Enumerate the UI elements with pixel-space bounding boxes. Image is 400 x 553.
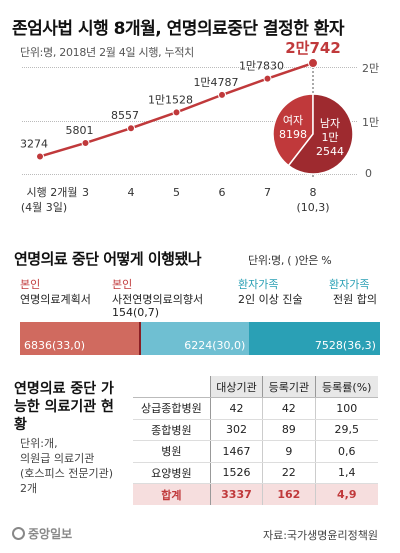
footer-logo: 중앙일보 bbox=[12, 525, 72, 542]
point-value-label: 3274 bbox=[20, 137, 48, 150]
line-point bbox=[218, 90, 226, 99]
table-cell: 4,9 bbox=[315, 483, 378, 505]
series-label: 사전연명의료의향서 bbox=[112, 293, 204, 306]
main-subtitle: 단위:명, 2018년 2월 4일 시행, 누적치 bbox=[20, 46, 194, 59]
table-cell: 22 bbox=[262, 462, 316, 484]
x-tick-sublabel: (4월 3일) bbox=[21, 200, 67, 214]
bar-segment-label: 6836(33,0) bbox=[24, 339, 86, 352]
table-row: 병원 1467 9 0,6 bbox=[133, 440, 378, 463]
x-tick-label: 4 bbox=[128, 186, 135, 199]
group-label-self: 본인 bbox=[112, 278, 133, 291]
table-cell: 1,4 bbox=[315, 462, 378, 484]
pie-value-label: 1만 bbox=[321, 131, 338, 144]
line-point bbox=[172, 108, 181, 117]
table-row: 종합병원 302 89 29,5 bbox=[133, 419, 378, 441]
x-tick-label: 5 bbox=[173, 186, 180, 199]
line-point bbox=[81, 138, 90, 147]
table-cell: 42 bbox=[262, 397, 316, 420]
point-value-label: 8557 bbox=[111, 109, 139, 122]
section2-title: 연명의료 중단 어떻게 이행됐나 bbox=[14, 250, 202, 268]
pie-label: 여자 bbox=[283, 114, 303, 127]
table-cell: 42 bbox=[210, 397, 264, 420]
section3-unit: 단위:개, 의원급 의료기관 (호스피스 전문기관) 2개 bbox=[20, 436, 113, 496]
logo-icon bbox=[12, 527, 25, 540]
unit-line: 2개 bbox=[20, 482, 38, 495]
bar-segment: 7528(36,3) bbox=[249, 322, 380, 355]
line-point bbox=[308, 58, 318, 69]
table-cell: 9 bbox=[262, 440, 316, 463]
table-cell: 합계 bbox=[133, 483, 211, 505]
table-header: 등록률(%) bbox=[315, 376, 378, 398]
table-cell: 1526 bbox=[210, 462, 264, 484]
ytick-label: 1만 bbox=[362, 116, 380, 129]
table-cell: 100 bbox=[315, 397, 378, 420]
series-label: 전원 합의 bbox=[333, 293, 377, 306]
table-cell: 89 bbox=[262, 419, 316, 441]
table-cell: 종합병원 bbox=[133, 419, 211, 441]
series-label: 연명의료계획서 bbox=[20, 293, 91, 306]
table-header: 대상기관 bbox=[210, 376, 264, 398]
table-cell: 상급종합병원 bbox=[133, 397, 211, 420]
section3-title: 연명의료 중단 가능한 의료기관 현황 bbox=[14, 381, 114, 433]
table-row: 상급종합병원 42 42 100 bbox=[133, 397, 378, 420]
bar-value-label: 154(0,7) bbox=[112, 306, 160, 319]
table-cell: 병원 bbox=[133, 440, 211, 463]
point-value-label: 1만7830 bbox=[239, 60, 284, 73]
x-tick-label: 8 bbox=[310, 186, 317, 199]
gridline-10000 bbox=[22, 121, 357, 122]
table-cell: 요양병원 bbox=[133, 462, 211, 484]
bar-segment: 6836(33,0) bbox=[20, 322, 139, 355]
ytick-label: 0 bbox=[365, 167, 372, 180]
pie-slice-female bbox=[272, 93, 314, 167]
group-label-family: 환자가족 bbox=[329, 278, 370, 291]
table-header bbox=[133, 376, 211, 398]
group-label-self: 본인 bbox=[20, 278, 41, 291]
point-value-label: 1만4787 bbox=[193, 76, 238, 89]
bar-segment-label: 6224(30,0) bbox=[184, 339, 246, 352]
table-total-row: 합계 3337 162 4,9 bbox=[133, 483, 378, 505]
table-cell: 1467 bbox=[210, 440, 264, 463]
bar-segment: 6224(30,0) bbox=[141, 322, 250, 355]
gridline-20000 bbox=[22, 67, 357, 68]
bar-segment bbox=[138, 322, 142, 355]
table-cell: 29,5 bbox=[315, 419, 378, 441]
x-tick-sublabel: (10,3) bbox=[296, 201, 329, 214]
unit-line: (호스피스 전문기관) bbox=[20, 467, 114, 480]
table-row: 요양병원 1526 22 1,4 bbox=[133, 462, 378, 484]
x-tick-label: 시행 2개월 bbox=[27, 186, 78, 199]
series-label: 2인 이상 진술 bbox=[238, 293, 303, 306]
unit-line: 의원급 의료기관 bbox=[20, 452, 95, 465]
pie-value-label: 8198 bbox=[279, 128, 307, 141]
table-header-row: 대상기관 등록기관 등록률(%) bbox=[133, 376, 378, 398]
pie-slice-male bbox=[287, 93, 354, 175]
x-tick-label: 6 bbox=[219, 186, 226, 199]
table-cell: 0,6 bbox=[315, 440, 378, 463]
group-label-family: 환자가족 bbox=[238, 278, 279, 291]
table-cell: 162 bbox=[262, 483, 316, 505]
bar-segment-label: 7528(36,3) bbox=[314, 339, 376, 352]
pie-value-label: 2544 bbox=[316, 145, 344, 158]
logo-text: 중앙일보 bbox=[28, 527, 73, 541]
x-tick-label: 3 bbox=[82, 186, 89, 199]
x-tick-label: 7 bbox=[264, 186, 271, 199]
table-cell: 3337 bbox=[210, 483, 264, 505]
gridline-0 bbox=[22, 174, 357, 175]
point-value-label: 2만742 bbox=[285, 39, 341, 57]
footer-source: 자료:국가생명윤리정책원 bbox=[262, 529, 378, 542]
unit-line: 단위:개, bbox=[20, 437, 58, 450]
table-cell: 302 bbox=[210, 419, 264, 441]
line-point bbox=[127, 124, 135, 133]
point-value-label: 1만1528 bbox=[148, 93, 193, 106]
table-header: 등록기관 bbox=[262, 376, 316, 398]
pie-label: 남자 bbox=[320, 117, 340, 130]
hospital-table: 대상기관 등록기관 등록률(%) 상급종합병원 42 42 100 종합병원 3… bbox=[133, 376, 378, 505]
section2-unit: 단위:명, ( )안은 % bbox=[248, 254, 332, 267]
ytick-label: 2만 bbox=[362, 62, 380, 75]
line-point bbox=[263, 74, 272, 83]
main-title: 존엄사법 시행 8개월, 연명의료중단 결정한 환자 bbox=[12, 19, 345, 39]
line-point bbox=[36, 152, 44, 161]
point-value-label: 5801 bbox=[66, 124, 94, 137]
